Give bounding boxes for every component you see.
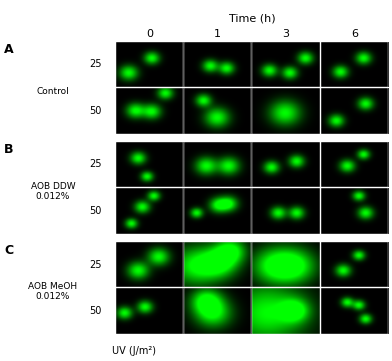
- Text: 1: 1: [214, 29, 221, 39]
- Text: A: A: [4, 43, 14, 56]
- Text: 25: 25: [89, 160, 102, 170]
- Text: UV (J/m²): UV (J/m²): [112, 345, 156, 356]
- Text: 50: 50: [89, 106, 102, 116]
- Text: 6: 6: [351, 29, 358, 39]
- Text: 50: 50: [89, 206, 102, 216]
- Text: Time (h): Time (h): [229, 13, 275, 23]
- Text: 0: 0: [146, 29, 153, 39]
- Text: AOB DDW
0.012%: AOB DDW 0.012%: [31, 182, 75, 201]
- Text: 50: 50: [89, 306, 102, 316]
- Text: B: B: [4, 143, 13, 156]
- Text: Control: Control: [36, 87, 69, 96]
- Text: AOB MeOH
0.012%: AOB MeOH 0.012%: [28, 282, 78, 301]
- Text: C: C: [4, 244, 13, 257]
- Text: 25: 25: [89, 59, 102, 69]
- Text: 25: 25: [89, 260, 102, 270]
- Text: 3: 3: [283, 29, 290, 39]
